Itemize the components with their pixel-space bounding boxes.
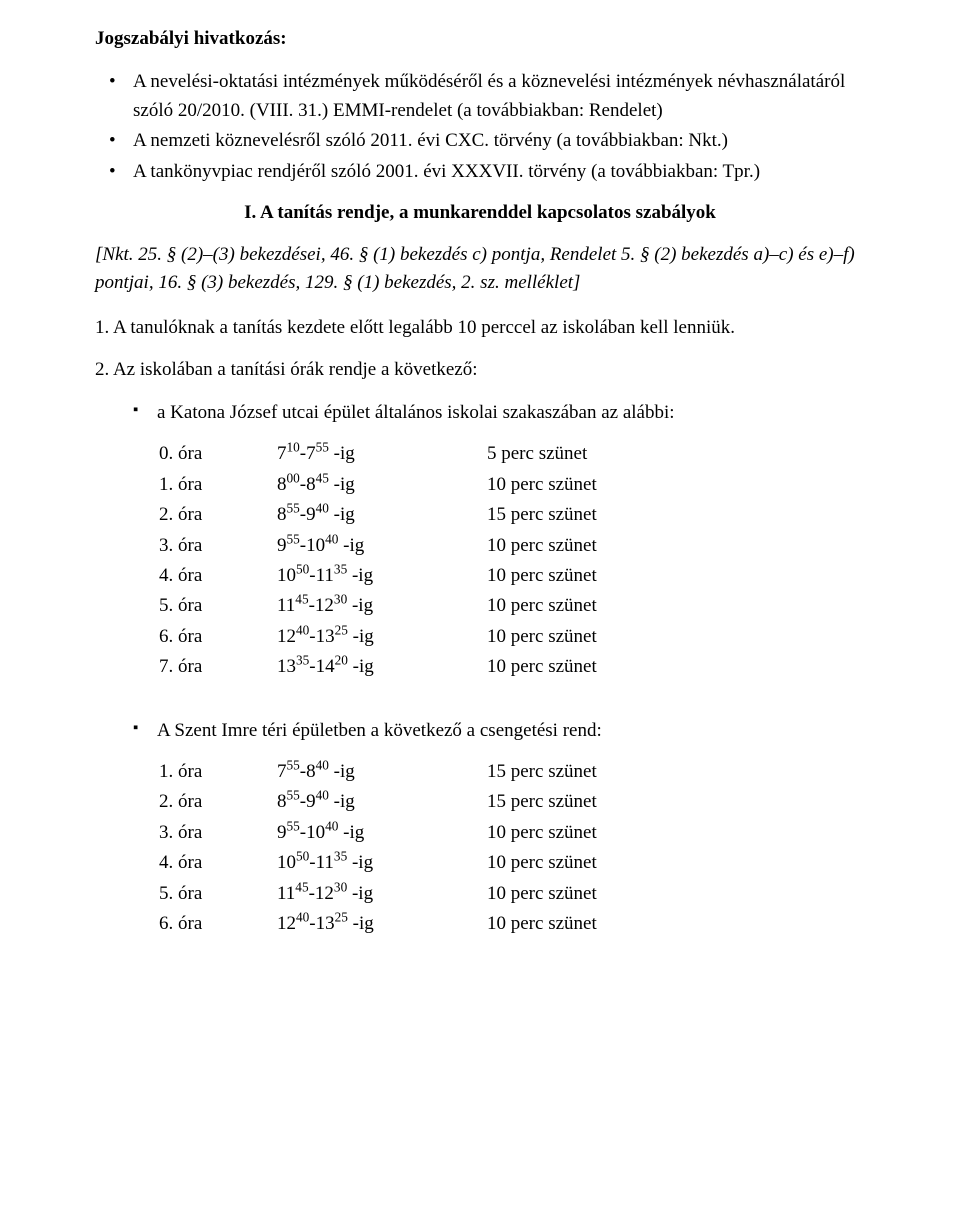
reference-item: A nemzeti köznevelésről szóló 2011. évi … [95,127,865,156]
lesson-time: 1240-1325 -ig [277,622,487,652]
schedule-row: 4. óra1050-1135 -ig10 perc szünet [159,561,597,591]
schedule-row: 3. óra955-1040 -ig10 perc szünet [159,818,597,848]
lesson-time: 1240-1325 -ig [277,909,487,939]
lesson-label: 7. óra [159,652,277,682]
schedule-row: 7. óra1335-1420 -ig10 perc szünet [159,652,597,682]
lesson-time: 1145-1230 -ig [277,591,487,621]
lesson-label: 2. óra [159,787,277,817]
sub-list-2: A Szent Imre téri épületben a következő … [95,717,865,746]
break-label: 10 perc szünet [487,848,597,878]
sub-list-1: a Katona József utcai épület általános i… [95,399,865,428]
schedule-row: 6. óra1240-1325 -ig10 perc szünet [159,622,597,652]
paragraph-2: 2. Az iskolában a tanítási órák rendje a… [95,356,865,385]
lesson-label: 4. óra [159,848,277,878]
schedule-row: 4. óra1050-1135 -ig10 perc szünet [159,848,597,878]
lesson-time: 800-845 -ig [277,470,487,500]
schedule-row: 3. óra955-1040 -ig10 perc szünet [159,531,597,561]
lesson-label: 5. óra [159,879,277,909]
schedule-row: 1. óra800-845 -ig10 perc szünet [159,470,597,500]
schedule-row: 2. óra855-940 -ig15 perc szünet [159,787,597,817]
lesson-label: 1. óra [159,757,277,787]
break-label: 10 perc szünet [487,652,597,682]
break-label: 10 perc szünet [487,818,597,848]
schedule-table-2: 1. óra755-840 -ig15 perc szünet2. óra855… [159,757,597,939]
schedule-row: 5. óra1145-1230 -ig10 perc szünet [159,591,597,621]
lesson-time: 955-1040 -ig [277,818,487,848]
lesson-time: 710-755 -ig [277,439,487,469]
break-label: 15 perc szünet [487,757,597,787]
schedule-table-1: 0. óra710-755 -ig5 perc szünet1. óra800-… [159,439,597,682]
numbered-paragraphs: 1. A tanulóknak a tanítás kezdete előtt … [95,314,865,385]
lesson-time: 1050-1135 -ig [277,848,487,878]
schedule-row: 2. óra855-940 -ig15 perc szünet [159,500,597,530]
references-list: A nevelési-oktatási intézmények működésé… [95,68,865,186]
lesson-label: 6. óra [159,622,277,652]
break-label: 10 perc szünet [487,591,597,621]
break-label: 5 perc szünet [487,439,597,469]
lesson-label: 0. óra [159,439,277,469]
lesson-time: 1050-1135 -ig [277,561,487,591]
lesson-time: 1145-1230 -ig [277,879,487,909]
break-label: 10 perc szünet [487,531,597,561]
lesson-time: 955-1040 -ig [277,531,487,561]
paragraph-1: 1. A tanulóknak a tanítás kezdete előtt … [95,314,865,343]
page-title: Jogszabályi hivatkozás: [95,28,865,50]
lesson-label: 3. óra [159,531,277,561]
break-label: 15 perc szünet [487,500,597,530]
break-label: 15 perc szünet [487,787,597,817]
sub-item: A Szent Imre téri épületben a következő … [95,717,865,746]
break-label: 10 perc szünet [487,909,597,939]
reference-item: A tankönyvpiac rendjéről szóló 2001. évi… [95,158,865,187]
reference-item: A nevelési-oktatási intézmények működésé… [95,68,865,125]
lesson-label: 6. óra [159,909,277,939]
schedule-row: 1. óra755-840 -ig15 perc szünet [159,757,597,787]
sub-item: a Katona József utcai épület általános i… [95,399,865,428]
schedule-row: 5. óra1145-1230 -ig10 perc szünet [159,879,597,909]
lesson-time: 855-940 -ig [277,500,487,530]
section-title: I. A tanítás rendje, a munkarenddel kapc… [95,202,865,224]
schedule-row: 6. óra1240-1325 -ig10 perc szünet [159,909,597,939]
schedule-row: 0. óra710-755 -ig5 perc szünet [159,439,597,469]
legal-citation: [Nkt. 25. § (2)–(3) bekezdései, 46. § (1… [95,241,865,298]
lesson-label: 4. óra [159,561,277,591]
lesson-label: 3. óra [159,818,277,848]
lesson-time: 755-840 -ig [277,757,487,787]
break-label: 10 perc szünet [487,879,597,909]
break-label: 10 perc szünet [487,622,597,652]
break-label: 10 perc szünet [487,470,597,500]
lesson-label: 5. óra [159,591,277,621]
lesson-label: 2. óra [159,500,277,530]
lesson-time: 1335-1420 -ig [277,652,487,682]
lesson-time: 855-940 -ig [277,787,487,817]
lesson-label: 1. óra [159,470,277,500]
break-label: 10 perc szünet [487,561,597,591]
